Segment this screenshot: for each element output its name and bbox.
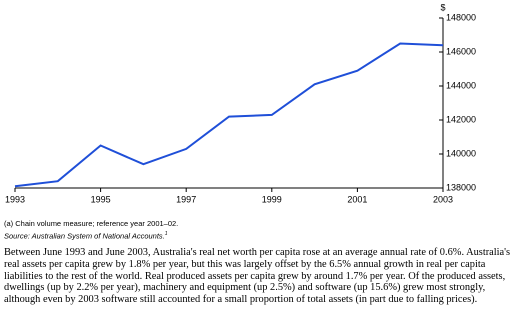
source-line: Source: Australian System of National Ac… <box>4 229 178 242</box>
y-tick-label: 144000 <box>446 80 476 90</box>
x-tick-label: 2003 <box>433 194 453 204</box>
footnote: (a) Chain volume measure; reference year… <box>4 219 179 228</box>
y-tick-label: 140000 <box>446 148 476 158</box>
line <box>14 42 444 188</box>
y-axis-label: $ <box>440 2 445 12</box>
y-tick-label: 146000 <box>446 46 476 56</box>
y-tick-label: 142000 <box>446 114 476 124</box>
notes: (a) Chain volume measure; reference year… <box>4 218 178 242</box>
chart: $ 138000 140000 142000 144000 146000 148000 19… <box>5 2 476 204</box>
x-tick-label: 1993 <box>5 194 25 204</box>
y-tick-label: 148000 <box>446 12 476 22</box>
y-tick-label: 138000 <box>446 182 476 192</box>
x-tick-label: 1997 <box>176 194 196 204</box>
source-ref: 1 <box>164 231 168 237</box>
x-tick-label: 1995 <box>91 194 111 204</box>
paragraph: Between June 1993 and June 2003, Austral… <box>4 247 511 306</box>
source: Source: Australian System of National Ac… <box>4 231 165 241</box>
x-tick-label: 2001 <box>347 194 367 204</box>
x-tick-label: 1999 <box>262 194 282 204</box>
